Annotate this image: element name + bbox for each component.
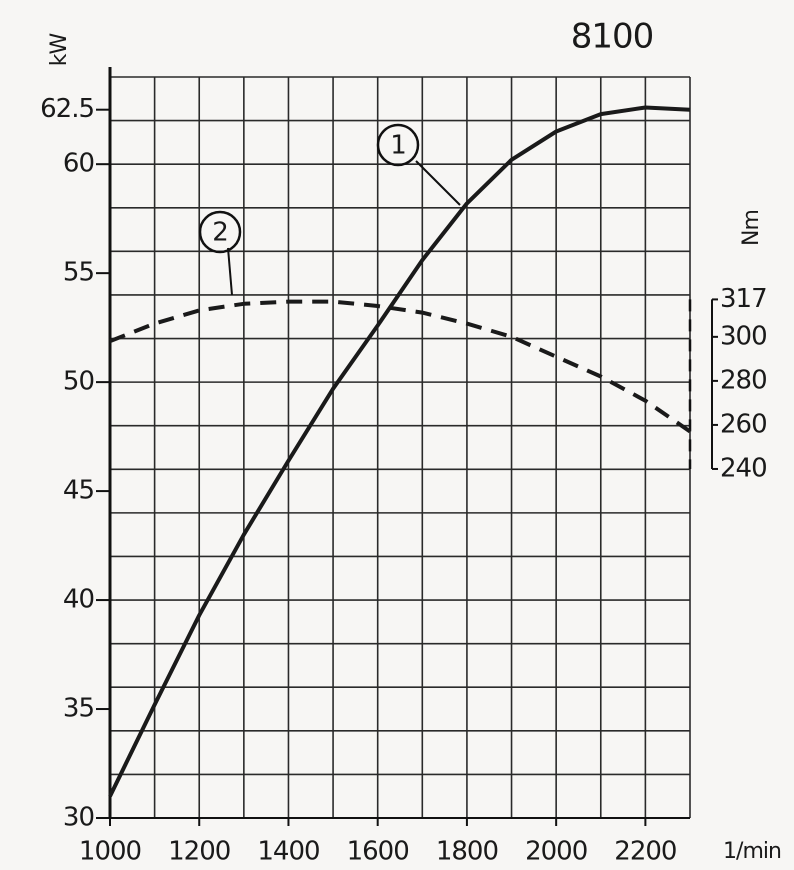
y-tick-label: 50 [63, 367, 94, 397]
y2-tick-label: 280 [720, 365, 767, 395]
label-circle [376, 123, 420, 167]
y-tick-label: 60 [63, 149, 94, 179]
y-tick-label: 30 [63, 803, 94, 833]
y-tick-label: 40 [63, 585, 94, 615]
y2-axis-label: Nm [739, 210, 764, 246]
x-tick-label: 1000 [79, 837, 141, 867]
chart-title: 8100 [571, 17, 654, 57]
label-leader [415, 160, 461, 206]
x-tick-label: 2000 [525, 837, 587, 867]
series-label: 1 [390, 131, 406, 161]
x-tick-label: 1200 [168, 837, 230, 867]
y2-tick-label: 317 [720, 284, 767, 314]
y-tick-label: 55 [63, 258, 94, 288]
y2-tick-label: 240 [720, 453, 767, 483]
series-line [109, 299, 692, 434]
x-tick-label: 1400 [257, 837, 319, 867]
x-axis-label: 1/min [723, 839, 781, 864]
y-tick-label: 35 [63, 694, 94, 724]
label-leader [227, 247, 233, 296]
series-label: 2 [212, 218, 228, 248]
x-tick-label: 1600 [347, 837, 409, 867]
y2-tick-label: 300 [720, 321, 767, 351]
y-tick-label: 62.5 [40, 94, 94, 124]
y-axis-label: kW [47, 33, 72, 67]
y-tick-label: 45 [63, 476, 94, 506]
y2-tick-label: 260 [720, 409, 767, 439]
x-tick-label: 2200 [614, 837, 676, 867]
x-tick-label: 1800 [436, 837, 498, 867]
label-circle [198, 210, 242, 254]
series-line [108, 105, 691, 798]
